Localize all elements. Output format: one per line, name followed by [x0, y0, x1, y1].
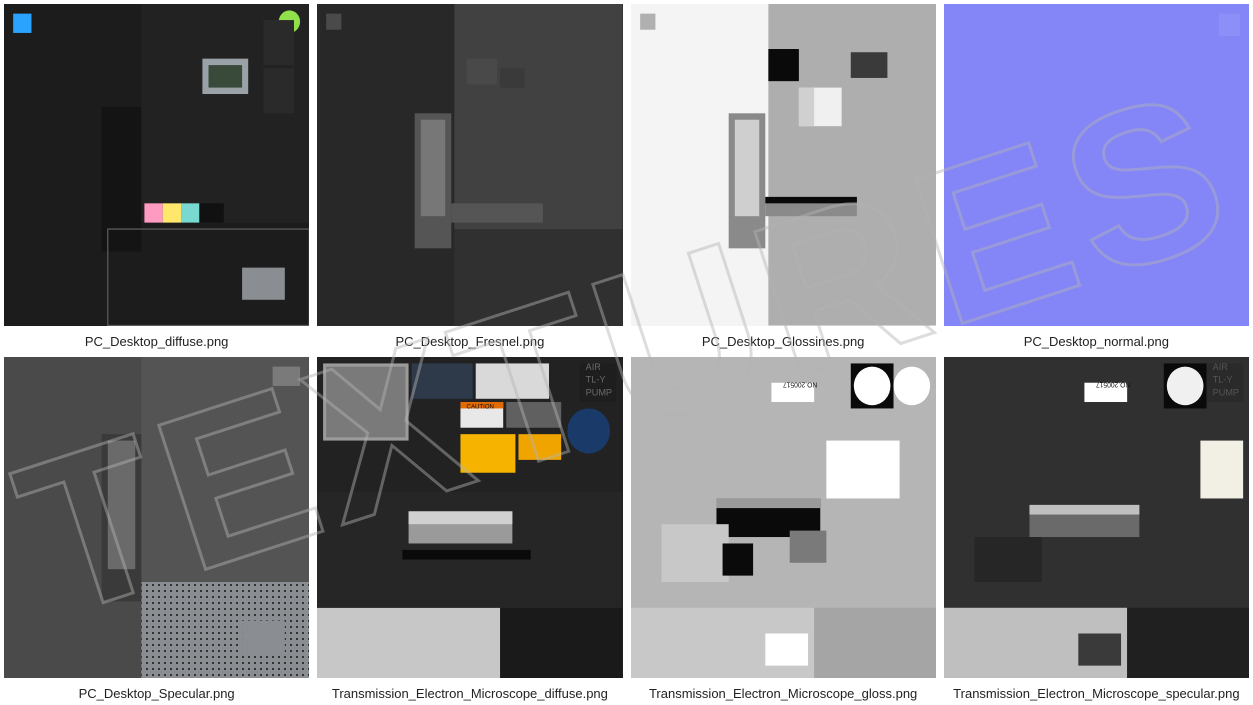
svg-text:AIR: AIR — [586, 360, 601, 371]
thumbnail-caption: Transmission_Electron_Microscope_diffuse… — [332, 686, 608, 701]
svg-text:NO.200517: NO.200517 — [782, 380, 816, 387]
thumbnail-cell[interactable]: AIR TL-Y PUMP CAUTION Transmission_Electron_… — [317, 357, 622, 702]
thumbnail-cell[interactable]: PC_Desktop_Fresnel.png — [317, 4, 622, 349]
thumbnail-cell[interactable]: PC_Desktop_diffuse.png — [4, 4, 309, 349]
svg-text:TL-Y: TL-Y — [1212, 373, 1233, 384]
texture-thumbnail[interactable] — [4, 357, 309, 679]
thumbnail-caption: PC_Desktop_Glossines.png — [702, 334, 865, 349]
svg-text:TL-Y: TL-Y — [586, 373, 607, 384]
thumbnail-caption: Transmission_Electron_Microscope_specula… — [953, 686, 1239, 701]
thumbnail-cell[interactable]: PC_Desktop_Glossines.png — [631, 4, 936, 349]
svg-text:AIR: AIR — [1212, 360, 1227, 371]
thumbnail-cell[interactable]: PC_Desktop_normal.png — [944, 4, 1249, 349]
svg-text:CAUTION: CAUTION — [467, 403, 494, 410]
texture-thumbnail[interactable] — [317, 4, 622, 326]
thumbnail-cell[interactable]: PC_Desktop_Specular.png — [4, 357, 309, 702]
svg-text:PUMP: PUMP — [586, 386, 612, 397]
svg-text:PUMP: PUMP — [1212, 386, 1238, 397]
texture-thumbnail[interactable] — [4, 4, 309, 326]
thumbnail-caption: PC_Desktop_Fresnel.png — [395, 334, 544, 349]
thumbnail-cell[interactable]: AIR TL-Y PUMP NO.200517 Transmission_Electro… — [944, 357, 1249, 702]
texture-thumbnail[interactable]: AIR TL-Y PUMP CAUTION — [317, 357, 622, 679]
texture-thumbnail[interactable]: AIR TL-Y PUMP NO.200517 — [944, 357, 1249, 679]
thumbnail-caption: Transmission_Electron_Microscope_gloss.p… — [649, 686, 917, 701]
thumbnail-cell[interactable]: NO.200517 Transmission_Electron_Microscop… — [631, 357, 936, 702]
texture-thumbnail[interactable] — [631, 4, 936, 326]
texture-thumbnail[interactable]: NO.200517 — [631, 357, 936, 679]
thumbnail-caption: PC_Desktop_Specular.png — [79, 686, 235, 701]
texture-thumbnail[interactable] — [944, 4, 1249, 326]
thumbnail-grid: PC_Desktop_diffuse.png PC_Desktop_Fresnel… — [0, 0, 1253, 705]
thumbnail-caption: PC_Desktop_normal.png — [1024, 334, 1169, 349]
svg-text:NO.200517: NO.200517 — [1096, 380, 1130, 387]
thumbnail-caption: PC_Desktop_diffuse.png — [85, 334, 229, 349]
